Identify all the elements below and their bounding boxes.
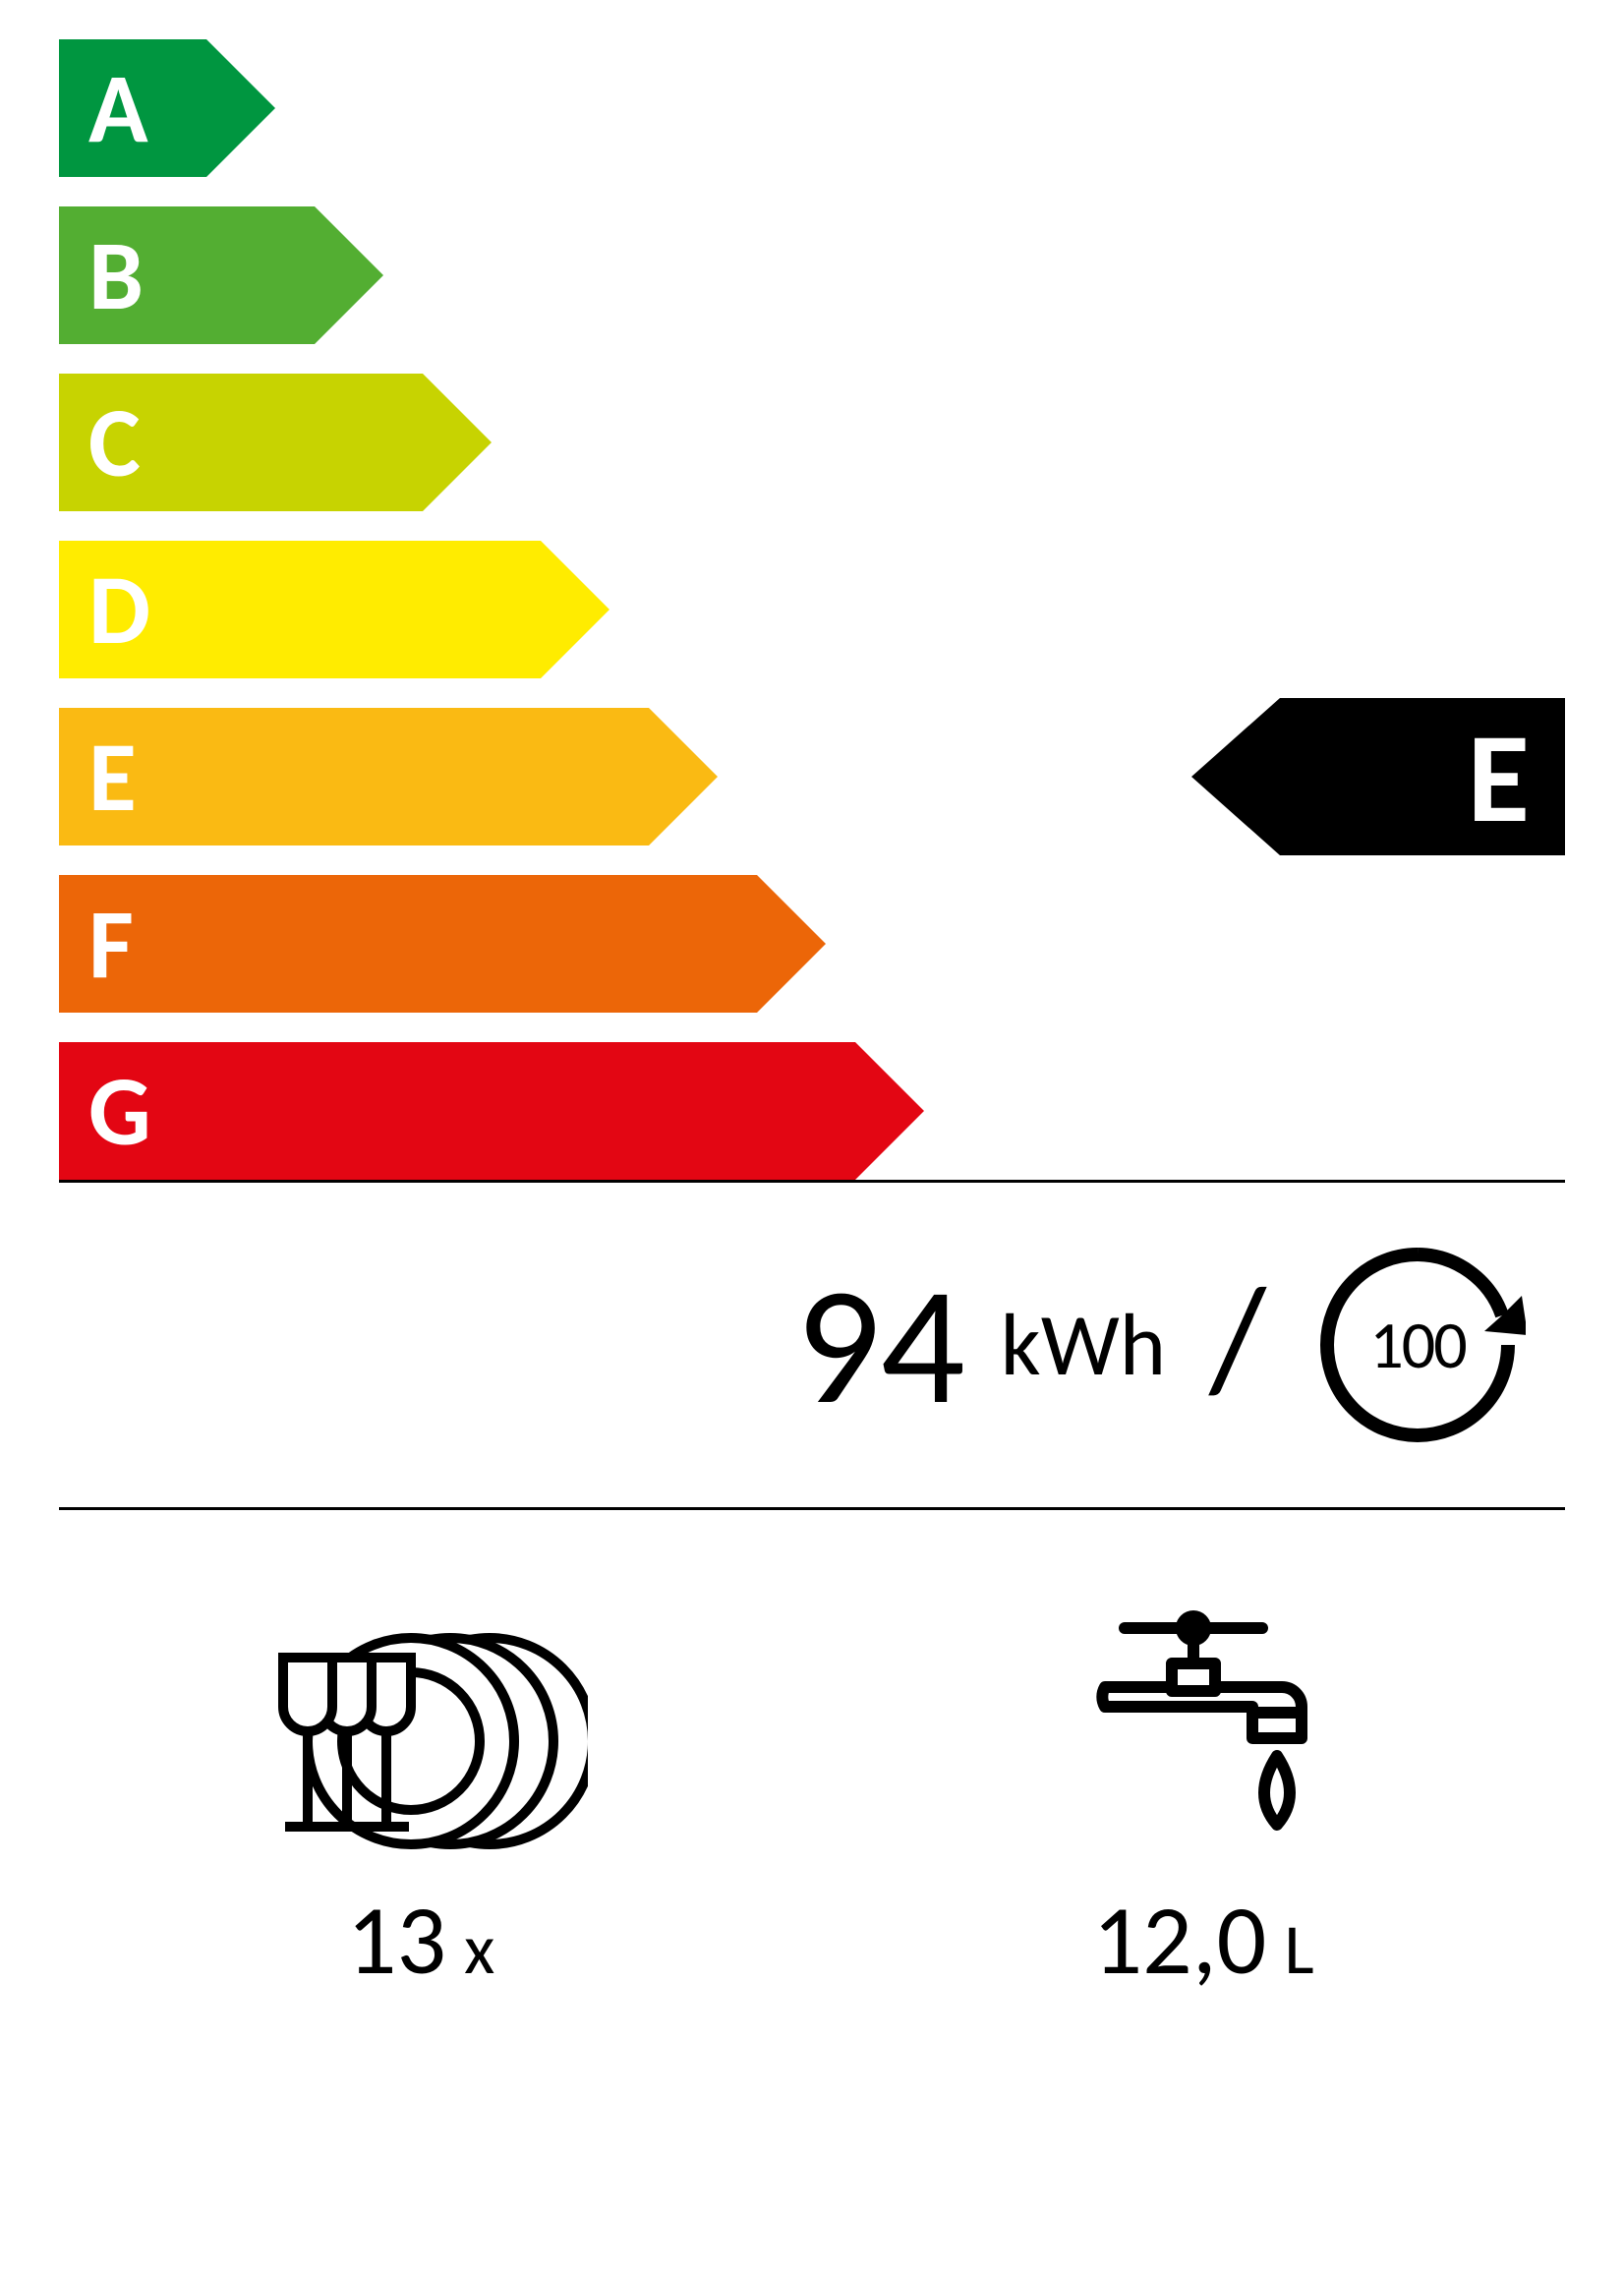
energy-class-scale: E ABCDEFG	[59, 39, 1565, 1180]
energy-value: 94	[795, 1243, 964, 1447]
class-label: E	[88, 708, 137, 845]
class-label: C	[88, 374, 141, 511]
energy-class-f: F	[59, 875, 826, 1013]
capacity-value: 13	[347, 1880, 446, 2000]
energy-class-b: B	[59, 206, 383, 344]
water-value: 12,0	[1092, 1880, 1266, 2000]
energy-consumption-row: 94 kWh / 100	[59, 1183, 1565, 1507]
cycles-value: 100	[1309, 1237, 1526, 1453]
class-label: B	[88, 206, 144, 344]
class-label: D	[88, 541, 150, 678]
energy-class-c: C	[59, 374, 492, 511]
class-label: A	[88, 39, 148, 177]
cycles-icon: 100	[1309, 1237, 1526, 1453]
energy-class-g: G	[59, 1042, 924, 1180]
place-settings-icon	[254, 1599, 588, 1854]
water-tap-icon	[1036, 1599, 1370, 1854]
product-rating-letter: E	[1468, 698, 1530, 855]
water-unit: L	[1284, 1906, 1313, 1993]
capacity-unit: x	[464, 1906, 494, 1993]
water-spec: 12,0 L	[1036, 1599, 1370, 2000]
energy-class-a: A	[59, 39, 275, 177]
energy-class-e: E	[59, 708, 718, 845]
class-label: F	[88, 875, 134, 1013]
energy-unit: kWh	[1001, 1291, 1166, 1399]
product-rating-badge: E	[1191, 698, 1565, 855]
per-separator: /	[1201, 1250, 1274, 1429]
capacity-spec: 13 x	[254, 1599, 588, 2000]
class-label: G	[88, 1042, 151, 1180]
specs-row: 13 x	[59, 1510, 1565, 2000]
energy-class-d: D	[59, 541, 609, 678]
